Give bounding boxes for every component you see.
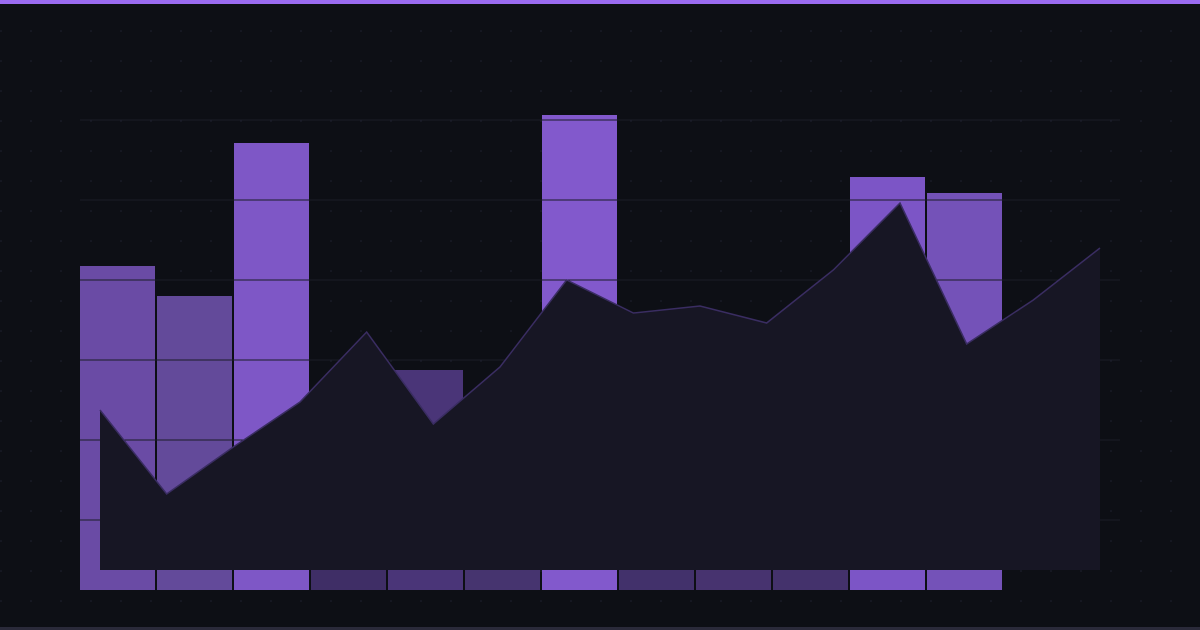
top-accent: [0, 0, 1200, 4]
bottom-border: [0, 627, 1200, 630]
area-line: [99, 201, 1101, 496]
area-layer: [99, 201, 1101, 570]
area-fill: [100, 203, 1100, 570]
